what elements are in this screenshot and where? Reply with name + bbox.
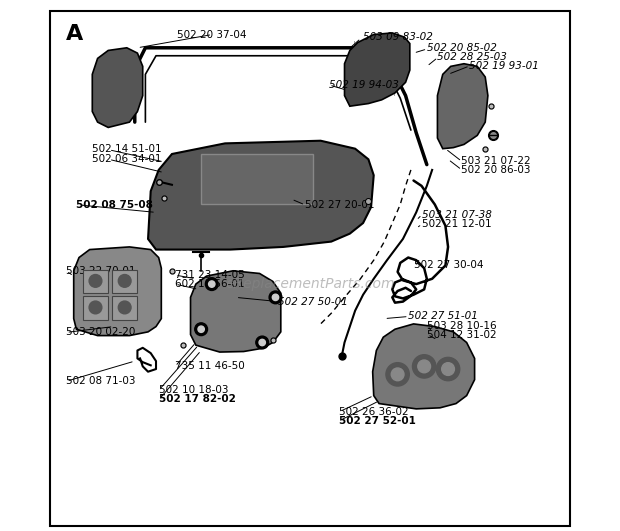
Circle shape (418, 360, 430, 373)
Text: 502 20 85-02: 502 20 85-02 (427, 43, 497, 53)
Text: 731 23 14-05: 731 23 14-05 (175, 270, 244, 280)
Text: 502 14 51-01: 502 14 51-01 (92, 144, 162, 153)
Circle shape (118, 275, 131, 287)
Circle shape (208, 281, 215, 287)
Circle shape (436, 357, 460, 381)
Text: 502 08 75-08: 502 08 75-08 (76, 200, 153, 210)
Polygon shape (438, 64, 488, 149)
Circle shape (269, 291, 282, 304)
Text: 735 11 46-50: 735 11 46-50 (175, 362, 244, 371)
Circle shape (195, 323, 208, 336)
Circle shape (412, 355, 436, 378)
Circle shape (205, 278, 218, 290)
Circle shape (441, 363, 454, 375)
Text: 503 21 07-22: 503 21 07-22 (461, 157, 531, 166)
Text: 502 20 37-04: 502 20 37-04 (177, 30, 247, 39)
Text: 502 06 34-01: 502 06 34-01 (92, 155, 162, 164)
Text: 503 28 10-16: 503 28 10-16 (427, 321, 497, 330)
Text: 503 22 70-01: 503 22 70-01 (66, 266, 135, 276)
Text: 503 20 02-20: 503 20 02-20 (66, 327, 135, 337)
Circle shape (259, 339, 265, 346)
Text: 503 21 07-38: 503 21 07-38 (422, 210, 492, 219)
Text: 502 20 86-03: 502 20 86-03 (461, 166, 531, 175)
Circle shape (386, 363, 409, 386)
Circle shape (272, 294, 278, 301)
Polygon shape (190, 271, 281, 352)
FancyBboxPatch shape (112, 296, 137, 320)
Text: 602 10 56-01: 602 10 56-01 (175, 279, 244, 289)
Polygon shape (92, 48, 143, 127)
Text: 502 19 93-01: 502 19 93-01 (469, 61, 539, 71)
Circle shape (198, 326, 205, 332)
Text: 503 09 83-02: 503 09 83-02 (363, 32, 433, 42)
FancyBboxPatch shape (201, 154, 312, 204)
Text: eReplacementParts.com: eReplacementParts.com (225, 277, 395, 291)
Circle shape (391, 368, 404, 381)
Polygon shape (74, 247, 161, 336)
Text: 502 28 25-03: 502 28 25-03 (438, 52, 507, 62)
Text: 502 21 12-01: 502 21 12-01 (422, 219, 491, 229)
Polygon shape (148, 141, 374, 250)
FancyBboxPatch shape (83, 270, 108, 293)
Text: 502 27 52-01: 502 27 52-01 (339, 416, 416, 426)
Text: 504 12 31-02: 504 12 31-02 (427, 330, 497, 339)
Text: 502 27 50-01: 502 27 50-01 (278, 297, 348, 306)
FancyBboxPatch shape (50, 11, 570, 526)
Text: 502 10 18-03: 502 10 18-03 (159, 385, 228, 395)
Text: 502 27 51-01: 502 27 51-01 (408, 312, 478, 321)
Polygon shape (373, 324, 475, 409)
FancyBboxPatch shape (83, 296, 108, 320)
Text: 502 26 36-02: 502 26 36-02 (339, 407, 409, 416)
Text: A: A (66, 24, 83, 44)
Text: 502 27 30-04: 502 27 30-04 (414, 261, 483, 270)
FancyBboxPatch shape (112, 270, 137, 293)
Circle shape (118, 301, 131, 314)
Circle shape (89, 301, 102, 314)
Text: 502 17 82-02: 502 17 82-02 (159, 395, 236, 404)
Text: 502 19 94-03: 502 19 94-03 (329, 80, 399, 90)
Text: 502 27 20-01: 502 27 20-01 (304, 200, 374, 210)
Circle shape (256, 336, 268, 349)
Polygon shape (345, 33, 410, 106)
Text: 502 08 71-03: 502 08 71-03 (66, 376, 135, 386)
Circle shape (89, 275, 102, 287)
